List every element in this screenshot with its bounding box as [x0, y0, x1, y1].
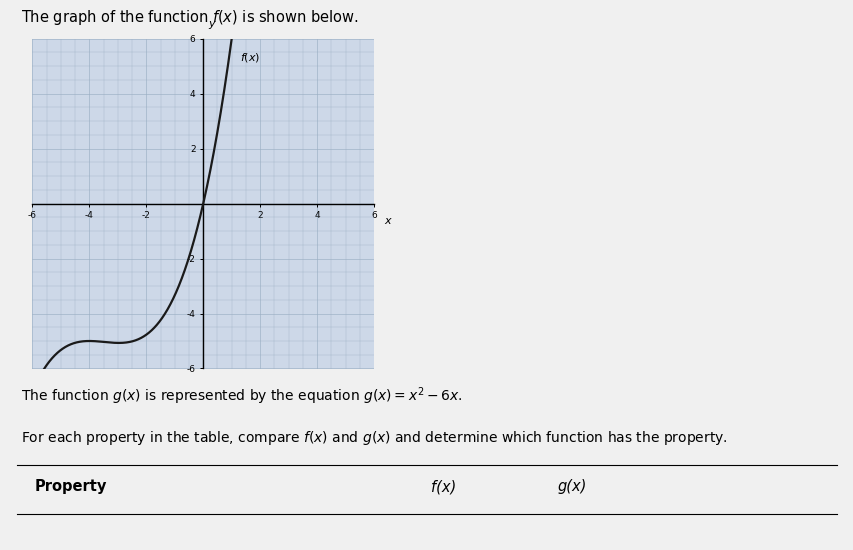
Text: The graph of the function $f(x)$ is shown below.: The graph of the function $f(x)$ is show…	[21, 8, 358, 28]
Text: g(x): g(x)	[557, 479, 586, 494]
Text: Property: Property	[34, 479, 107, 494]
Text: For each property in the table, compare $f(x)$ and $g(x)$ and determine which fu: For each property in the table, compare …	[21, 429, 728, 447]
Text: $y$: $y$	[208, 19, 218, 31]
Text: $x$: $x$	[383, 216, 392, 226]
Text: $f(x)$: $f(x)$	[240, 51, 260, 64]
Text: f(x): f(x)	[431, 479, 456, 494]
Text: The function $g(x)$ is represented by the equation $g(x) = x^2 - 6x$.: The function $g(x)$ is represented by th…	[21, 385, 462, 406]
